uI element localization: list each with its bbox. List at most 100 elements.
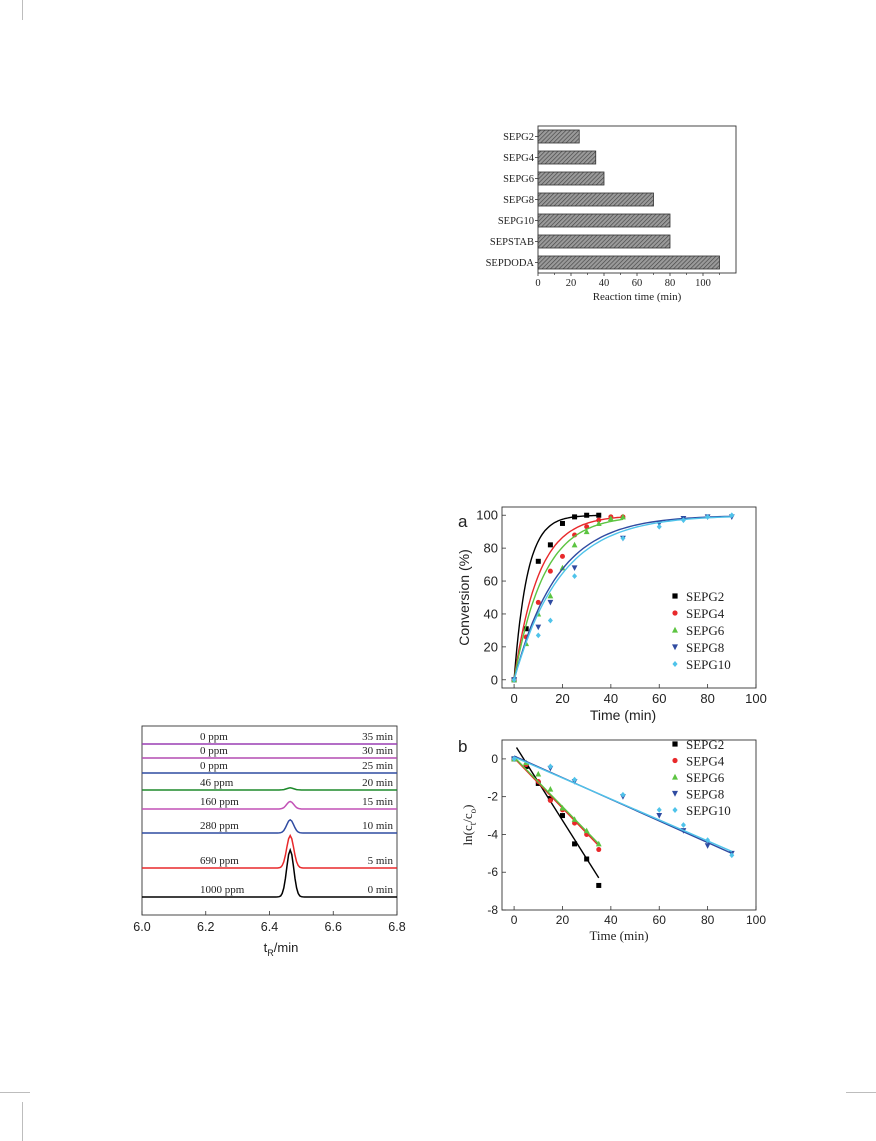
category-label: SEPDODA xyxy=(486,258,535,269)
data-point xyxy=(535,770,542,777)
y-tick-label: -4 xyxy=(487,827,498,841)
x-axis-label: Time (min) xyxy=(590,707,656,723)
data-point xyxy=(705,513,711,520)
data-point xyxy=(596,517,602,523)
data-point xyxy=(535,599,541,605)
legend-marker xyxy=(672,610,678,616)
y-axis-label-part: ln(c xyxy=(460,825,475,845)
legend-marker xyxy=(672,757,678,764)
legend-marker xyxy=(672,773,678,780)
data-point xyxy=(572,514,578,520)
data-point xyxy=(547,542,553,548)
legend-marker xyxy=(672,807,678,813)
category-label: SEPG6 xyxy=(503,174,534,185)
chromatogram-trace xyxy=(142,847,397,898)
time-label: 30 min xyxy=(362,745,393,757)
panel-label: b xyxy=(458,737,467,756)
chromatogram-trace xyxy=(142,833,397,869)
time-label: 5 min xyxy=(368,855,394,867)
data-point xyxy=(584,856,590,862)
y-axis-label-part: t xyxy=(468,822,478,825)
legend-label: SEPG6 xyxy=(686,623,725,638)
data-point xyxy=(595,840,602,847)
ppm-label: 46 ppm xyxy=(200,777,234,789)
data-point xyxy=(535,624,542,631)
plot-frame xyxy=(501,739,757,911)
fit-line xyxy=(513,756,600,845)
y-tick-label: 0 xyxy=(491,672,498,687)
time-label: 35 min xyxy=(362,731,393,743)
ppm-label: 1000 ppm xyxy=(200,884,245,896)
x-tick-label: 6.2 xyxy=(197,920,214,934)
data-point xyxy=(547,592,554,599)
x-tick-label: 6.8 xyxy=(388,920,405,934)
x-tick-label: 0 xyxy=(510,691,517,706)
fit-curve xyxy=(513,516,624,680)
data-point xyxy=(596,512,602,518)
fit-line xyxy=(513,756,733,853)
data-point xyxy=(620,535,626,542)
data-point xyxy=(680,822,686,828)
legend-label: SEPG10 xyxy=(686,803,731,818)
legend-marker xyxy=(672,790,678,797)
fit-curve xyxy=(513,518,624,680)
ppm-label: 0 ppm xyxy=(200,745,228,757)
x-tick-label: 80 xyxy=(665,278,676,289)
legend-label: SEPG4 xyxy=(686,754,725,769)
data-point xyxy=(571,541,578,548)
y-tick-label: -6 xyxy=(487,865,498,879)
data-point xyxy=(729,512,735,519)
x-tick-label: 20 xyxy=(555,691,569,706)
data-point xyxy=(511,676,517,683)
data-point xyxy=(547,763,553,770)
data-point xyxy=(572,573,578,580)
y-axis-label-part: ) xyxy=(460,805,475,809)
ppm-label: 160 ppm xyxy=(200,796,239,808)
plot-frame xyxy=(141,725,398,916)
data-point xyxy=(583,528,590,535)
data-point xyxy=(583,827,590,834)
legend-label: SEPG6 xyxy=(686,770,725,785)
data-point xyxy=(571,565,578,571)
ppm-label: 280 ppm xyxy=(200,820,239,832)
ppm-label: 690 ppm xyxy=(200,855,239,867)
time-label: 10 min xyxy=(362,820,393,832)
data-point xyxy=(559,520,565,526)
x-tick-label: 80 xyxy=(700,691,714,706)
data-point xyxy=(572,820,578,826)
data-point xyxy=(596,847,602,853)
plot-frame xyxy=(501,506,757,689)
category-label: SEPG8 xyxy=(503,195,534,206)
data-point xyxy=(607,515,614,522)
x-tick-label: 6.6 xyxy=(325,920,342,934)
y-tick-label: 80 xyxy=(484,541,498,556)
data-point xyxy=(535,632,541,639)
legend-marker xyxy=(672,593,678,599)
x-tick-label: 0 xyxy=(535,278,540,289)
data-point xyxy=(559,553,565,559)
x-tick-label: 80 xyxy=(701,913,715,927)
fit-line xyxy=(515,747,600,879)
legend-label: SEPG8 xyxy=(686,640,724,655)
x-axis-label-part: t xyxy=(264,940,268,955)
category-label: SEPG2 xyxy=(503,132,534,143)
time-label: 20 min xyxy=(362,777,393,789)
data-point xyxy=(547,786,554,792)
data-point xyxy=(547,797,553,803)
data-point xyxy=(547,617,553,624)
fit-curve xyxy=(513,515,732,680)
x-tick-label: 60 xyxy=(652,691,666,706)
crop-mark xyxy=(0,1092,30,1093)
chromatogram-trace xyxy=(142,787,397,791)
data-point xyxy=(680,517,686,524)
x-tick-label: 0 xyxy=(511,913,518,927)
data-point xyxy=(704,843,711,849)
data-point xyxy=(547,599,554,606)
data-point xyxy=(656,806,662,813)
y-tick-label: -8 xyxy=(487,903,498,917)
x-tick-label: 20 xyxy=(566,278,577,289)
y-tick-label: 100 xyxy=(476,508,498,523)
legend-label: SEPG2 xyxy=(686,589,724,604)
